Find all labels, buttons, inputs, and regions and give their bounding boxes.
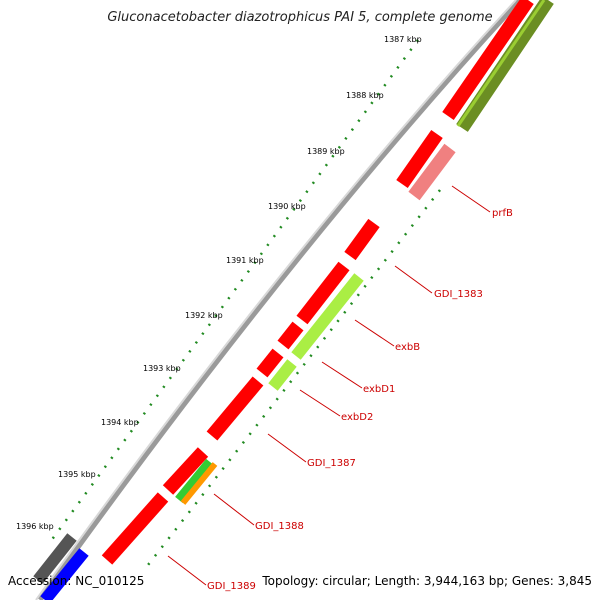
- feature-exbD2: [268, 359, 297, 391]
- tick-label: 1392 kbp: [185, 311, 223, 320]
- gene-label-prfB: prfB: [492, 208, 513, 219]
- inner-track: [147, 189, 441, 566]
- feature-exbB: [291, 273, 364, 360]
- tick-label: 1394 kbp: [101, 418, 139, 427]
- gene-label-GDI_1383: GDI_1383: [434, 289, 483, 300]
- gene-1382: [396, 129, 443, 189]
- gene-label-exbD1: exbD1: [363, 384, 395, 395]
- gene-exbD1: [277, 321, 304, 350]
- gene-exbB: [296, 261, 350, 325]
- gene-label-GDI_1388: GDI_1388: [255, 521, 304, 532]
- gene-label-GDI_1387: GDI_1387: [307, 458, 356, 469]
- tick-label: 1391 kbp: [226, 256, 264, 265]
- gene-blue: [40, 548, 89, 600]
- kbp-ticks: 1387 kbp 1388 kbp 1389 kbp 1390 kbp 1391…: [16, 35, 422, 531]
- gene-label-exbD2: exbD2: [341, 412, 373, 423]
- leader-lines: [167, 185, 491, 586]
- gene-1389: [101, 492, 169, 565]
- tick-track: [46, 39, 420, 546]
- tick-label: 1396 kbp: [16, 522, 54, 531]
- gene-olive: [456, 0, 554, 132]
- topology-text: Topology: circular; Length: 3,944,163 bp…: [262, 574, 592, 588]
- tick-label: 1390 kbp: [268, 202, 306, 211]
- tick-label: 1389 kbp: [307, 147, 345, 156]
- feature-green: [175, 458, 214, 504]
- gene-top: [442, 0, 534, 120]
- genome-backbone: [37, 0, 522, 600]
- gene-1388: [162, 447, 209, 495]
- accession-text: Accession: NC_010125: [8, 574, 145, 588]
- tick-label: 1387 kbp: [384, 35, 422, 44]
- gene-1387: [206, 376, 264, 441]
- gene-label-GDI_1389: GDI_1389: [207, 581, 256, 592]
- gene-label-exbB: exbB: [395, 342, 420, 353]
- gene-olive-hl: [456, 0, 546, 127]
- tick-label: 1388 kbp: [346, 91, 384, 100]
- genome-backbone-shadow: [35, 0, 517, 600]
- gene-labels: prfB GDI_1383 exbB exbD1 exbD2 GDI_1387 …: [207, 208, 513, 592]
- gene-1383: [344, 218, 380, 261]
- gene-exbD2: [256, 348, 284, 378]
- gene-prfB: [408, 143, 456, 201]
- feature-orange: [180, 462, 218, 505]
- tick-label: 1395 kbp: [58, 470, 96, 479]
- map-title: Gluconacetobacter diazotrophicus PAI 5, …: [107, 10, 493, 25]
- tick-label: 1393 kbp: [143, 364, 181, 373]
- gene-gray: [33, 533, 77, 584]
